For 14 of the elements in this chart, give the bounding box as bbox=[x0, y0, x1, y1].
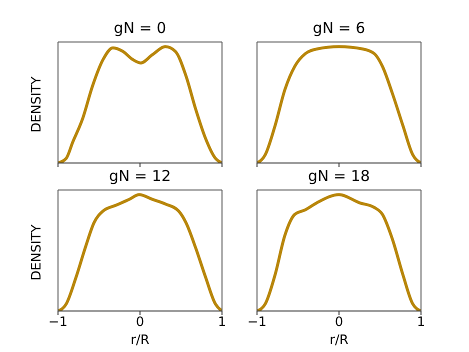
x-tick-label: 1 bbox=[416, 315, 426, 330]
x-tick-label: 0 bbox=[136, 315, 144, 330]
x-tick-label: 0 bbox=[334, 315, 344, 330]
y-axis-title: DENSITY bbox=[30, 76, 45, 132]
x-tick-label: −1 bbox=[247, 315, 267, 330]
x-axis-title: r/R bbox=[330, 333, 348, 348]
chart-title: gN = 6 bbox=[312, 18, 366, 38]
y-axis-title: DENSITY bbox=[30, 224, 45, 280]
chart-title: gN = 0 bbox=[112, 18, 168, 38]
x-axis-title: r/R bbox=[130, 333, 150, 348]
chart-title: gN = 18 bbox=[307, 166, 371, 186]
x-tick-label: 1 bbox=[218, 315, 226, 330]
x-tick-label: −1 bbox=[48, 315, 68, 330]
chart-title: gN = 12 bbox=[108, 166, 172, 186]
